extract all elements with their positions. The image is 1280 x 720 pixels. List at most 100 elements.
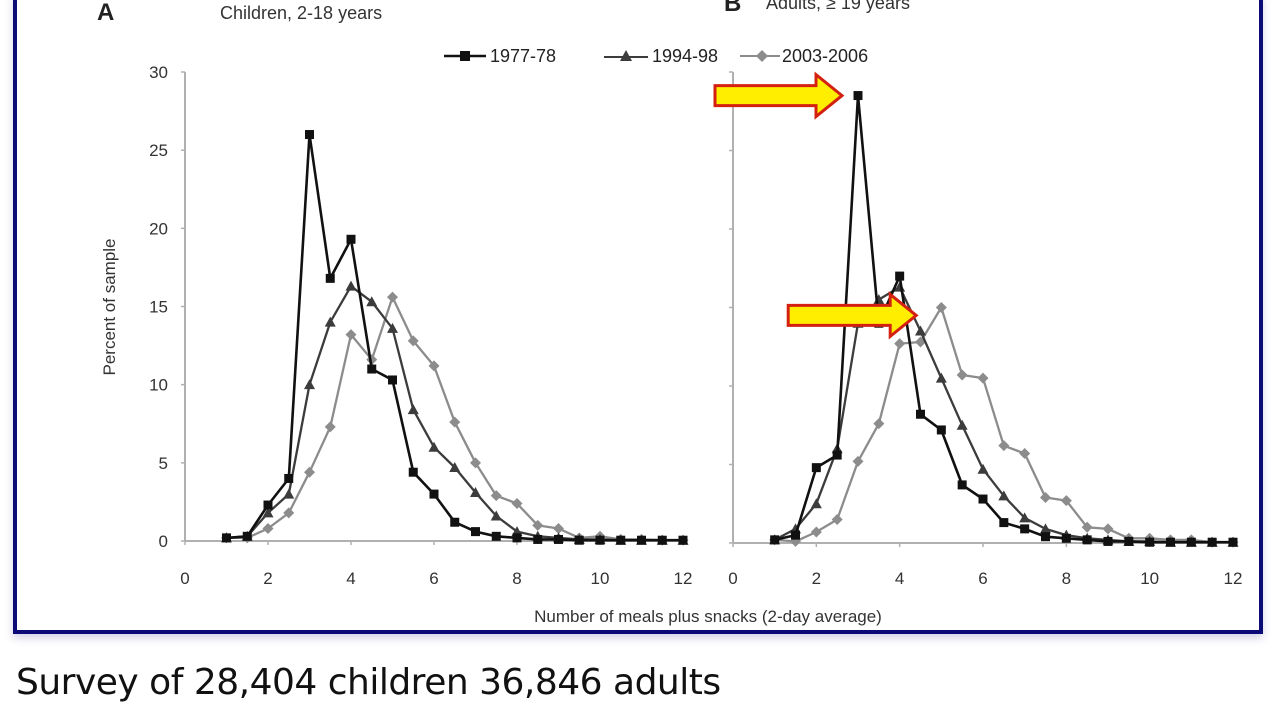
y-tick-label: 25 [149, 141, 168, 160]
legend-label: 2003-2006 [782, 46, 868, 66]
data-point [408, 467, 418, 477]
x-tick-label: 4 [346, 569, 355, 588]
data-point [1145, 537, 1155, 547]
data-point [490, 510, 502, 521]
data-point [533, 534, 543, 544]
y-tick-label: 15 [149, 298, 168, 317]
highlight-arrow-icon [786, 291, 919, 340]
data-point [222, 533, 231, 543]
data-point [449, 462, 461, 473]
data-point [831, 513, 843, 525]
data-point [935, 372, 947, 383]
data-point [532, 519, 544, 531]
data-point [470, 487, 481, 498]
data-point [304, 379, 315, 390]
panel-b-letter: B [724, 0, 741, 17]
data-point [491, 531, 501, 541]
y-tick-label: 5 [159, 454, 168, 473]
panel-a-plot: 0 5 10 15 20 25 30 0 2 4 6 8 10 12 [149, 63, 692, 588]
data-point [873, 418, 885, 430]
data-point [678, 535, 688, 545]
data-point [810, 498, 822, 509]
series-1977-78 [222, 130, 688, 545]
data-point [791, 530, 800, 540]
data-point [428, 360, 440, 372]
data-point [657, 535, 667, 545]
data-point [387, 322, 398, 333]
x-tick-label: 8 [512, 569, 521, 588]
y-tick-label: 0 [159, 532, 168, 551]
legend-label: 1977-78 [490, 46, 556, 66]
data-point [367, 364, 377, 374]
y-axis-label: Percent of sample [100, 238, 119, 375]
panel-a-letter: A [97, 0, 114, 26]
data-point [956, 369, 968, 381]
x-axis-label: Number of meals plus snacks (2-day avera… [534, 607, 882, 626]
data-point [346, 234, 356, 244]
legend: 1977-78 1994-98 2003-2006 [444, 46, 868, 66]
data-point [511, 497, 523, 509]
data-point [1081, 521, 1093, 533]
diamond-marker-icon [756, 50, 768, 62]
survey-caption: Survey of 28,404 children 36,846 adults [16, 662, 721, 703]
y-tick-label: 20 [149, 219, 168, 238]
data-point [284, 473, 294, 483]
x-tick-label: 0 [728, 569, 737, 588]
data-point [595, 535, 605, 545]
data-point [471, 527, 480, 537]
data-point [637, 535, 646, 545]
data-point [387, 291, 398, 303]
data-point [553, 522, 564, 534]
data-point [1186, 537, 1196, 547]
data-point [1060, 495, 1072, 507]
x-tick-label: 12 [674, 569, 693, 588]
data-point [616, 535, 626, 545]
x-tick-label: 12 [1224, 569, 1243, 588]
data-point [1041, 532, 1050, 542]
data-point [366, 296, 378, 307]
x-tick-label: 10 [591, 569, 610, 588]
data-point [895, 271, 905, 281]
data-point [999, 518, 1009, 528]
data-point [832, 450, 842, 460]
data-point [283, 488, 295, 499]
x-tick-label: 10 [1140, 569, 1159, 588]
legend-item-1994-98: 1994-98 [604, 46, 718, 66]
data-point [1207, 537, 1217, 547]
x-tick-label: 0 [180, 569, 189, 588]
panel-b-plot: 0 2 4 6 8 10 12 [728, 71, 1243, 588]
data-point [852, 455, 864, 467]
data-point [1102, 523, 1114, 535]
data-point [450, 517, 460, 527]
data-point [1124, 536, 1134, 546]
data-point [512, 533, 522, 543]
data-point [1040, 523, 1051, 534]
data-point [1228, 537, 1238, 547]
data-point [935, 302, 947, 313]
data-point [407, 335, 419, 347]
data-point [324, 316, 336, 327]
data-point [811, 463, 821, 473]
data-point [978, 494, 988, 504]
data-point [1082, 535, 1092, 545]
data-point [305, 130, 314, 140]
legend-item-1977-78: 1977-78 [444, 46, 556, 66]
data-point [1103, 536, 1113, 546]
data-point [936, 425, 946, 435]
x-tick-label: 6 [429, 569, 438, 588]
square-marker-icon [460, 51, 470, 61]
data-point [345, 329, 357, 341]
data-point [1061, 533, 1071, 543]
data-point [470, 457, 481, 469]
data-point [262, 522, 274, 534]
data-point [998, 490, 1010, 501]
highlight-arrow-icon [713, 71, 845, 120]
panel-a-title: Children, 2-18 years [220, 3, 382, 23]
data-point [1019, 512, 1031, 523]
panel-b-title: Adults, ≥ 19 years [766, 0, 910, 13]
triangle-marker-icon [620, 50, 632, 61]
x-tick-label: 8 [1062, 569, 1071, 588]
data-point [554, 534, 563, 544]
data-point [490, 490, 502, 502]
data-point [998, 440, 1010, 452]
